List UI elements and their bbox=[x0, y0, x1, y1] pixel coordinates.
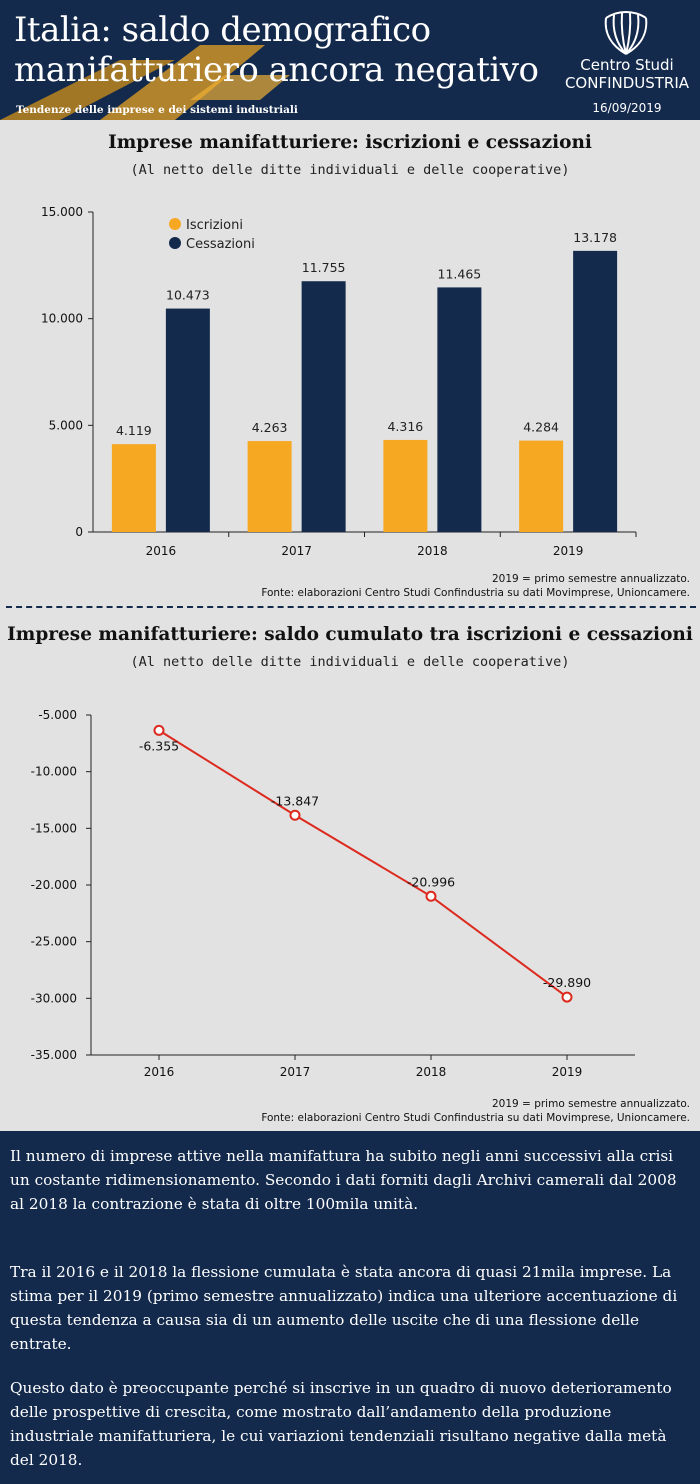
x-tick-label: 2017 bbox=[281, 544, 312, 558]
commentary-paragraph-1: Il numero di imprese attive nella manifa… bbox=[10, 1147, 677, 1213]
commentary-paragraph-3: Questo dato è preoccupante perché si ins… bbox=[10, 1379, 672, 1469]
y-tick-label: -25.000 bbox=[31, 935, 77, 949]
page-title: Italia: saldo demografico manifatturiero… bbox=[14, 10, 539, 90]
x-tick-label: 2019 bbox=[552, 1065, 583, 1079]
bar-value-label: 4.284 bbox=[523, 420, 559, 435]
logo-text-line1: Centro Studi bbox=[580, 56, 674, 74]
y-tick-label: -30.000 bbox=[31, 991, 77, 1005]
header-banner: Italia: saldo demografico manifatturiero… bbox=[0, 0, 700, 120]
x-tick-label: 2016 bbox=[146, 544, 177, 558]
header-decoration bbox=[0, 45, 290, 120]
page-subtitle: Tendenze delle imprese e dei sistemi ind… bbox=[16, 104, 298, 116]
chart1-note-line1: 2019 = primo semestre annualizzato. bbox=[492, 573, 690, 585]
y-tick-label: -35.000 bbox=[31, 1048, 77, 1062]
y-tick-label: -20.000 bbox=[31, 878, 77, 892]
section-divider bbox=[6, 606, 696, 608]
chart2-source: Fonte: elaborazioni Centro Studi Confind… bbox=[261, 1112, 690, 1124]
chart2-note: 2019 = primo semestre annualizzato. Font… bbox=[261, 1097, 690, 1125]
data-point bbox=[289, 809, 301, 821]
bar-value-label: 10.473 bbox=[166, 288, 210, 303]
chart1-source: Fonte: elaborazioni Centro Studi Confind… bbox=[261, 587, 690, 599]
y-tick-label: 10.000 bbox=[41, 312, 83, 326]
commentary-section: Il numero di imprese attive nella manifa… bbox=[0, 1131, 700, 1484]
line-chart: -5.000 -10.000 -15.000 -20.000 -25.000 -30.00… bbox=[31, 708, 635, 1079]
bar-value-label: 4.119 bbox=[116, 423, 152, 438]
bar-chart: 0 5.000 10.000 15.000 2016 4.119 10.473 2017 4.2… bbox=[41, 205, 637, 558]
bar-value-label: 13.178 bbox=[573, 230, 617, 245]
chart1-subtitle: (Al netto delle ditte individuali e dell… bbox=[130, 162, 570, 178]
bar-value-label: 11.465 bbox=[438, 266, 482, 281]
bar-cessazioni bbox=[301, 281, 346, 532]
chart2-title: Imprese manifatturiere: saldo cumulato t… bbox=[7, 624, 693, 645]
legend-label-cessazioni: Cessazioni bbox=[186, 237, 255, 252]
bar-value-label: 4.263 bbox=[252, 420, 288, 435]
data-label: -20.996 bbox=[407, 874, 455, 889]
x-tick-label: 2016 bbox=[144, 1065, 175, 1079]
y-tick-label: 0 bbox=[75, 525, 83, 539]
data-label: -6.355 bbox=[139, 738, 179, 753]
legend-marker-iscrizioni bbox=[169, 218, 181, 230]
bar-iscrizioni bbox=[519, 440, 564, 532]
y-tick-label: 5.000 bbox=[49, 418, 83, 432]
bar-value-label: 11.755 bbox=[302, 260, 346, 275]
chart2-note-line1: 2019 = primo semestre annualizzato. bbox=[492, 1098, 690, 1110]
series-line bbox=[158, 729, 568, 998]
y-tick-label: -5.000 bbox=[38, 708, 77, 722]
logo-text-line2: CONFINDUSTRIA bbox=[564, 74, 690, 92]
bar-cessazioni bbox=[573, 250, 618, 533]
bar-iscrizioni bbox=[111, 444, 156, 532]
data-point bbox=[153, 724, 165, 736]
data-point bbox=[425, 890, 437, 902]
y-tick-label: -10.000 bbox=[31, 765, 77, 779]
bar-iscrizioni bbox=[247, 441, 292, 532]
chart2-subtitle: (Al netto delle ditte individuali e dell… bbox=[130, 654, 570, 670]
x-tick-label: 2017 bbox=[280, 1065, 311, 1079]
legend-label-iscrizioni: Iscrizioni bbox=[186, 218, 243, 233]
y-tick-label: -15.000 bbox=[31, 821, 77, 835]
data-point bbox=[561, 991, 573, 1003]
chart1-title: Imprese manifatturiere: iscrizioni e ces… bbox=[108, 132, 592, 153]
data-label: -13.847 bbox=[271, 793, 319, 808]
x-tick-label: 2018 bbox=[416, 1065, 447, 1079]
bar-iscrizioni bbox=[383, 439, 428, 532]
chart1-note: 2019 = primo semestre annualizzato. Font… bbox=[261, 572, 690, 600]
confindustria-shell-icon bbox=[604, 11, 648, 55]
legend-marker-cessazioni bbox=[169, 237, 181, 249]
x-tick-label: 2019 bbox=[553, 544, 584, 558]
x-tick-label: 2018 bbox=[417, 544, 448, 558]
y-tick-label: 15.000 bbox=[41, 205, 83, 219]
data-label: -29.890 bbox=[543, 975, 591, 990]
bar-value-label: 4.316 bbox=[387, 419, 423, 434]
bar-cessazioni bbox=[437, 287, 482, 532]
publication-date: 16/09/2019 bbox=[592, 101, 662, 115]
bar-cessazioni bbox=[165, 308, 210, 532]
commentary-paragraph-2: Tra il 2016 e il 2018 la flessione cumul… bbox=[10, 1263, 678, 1353]
